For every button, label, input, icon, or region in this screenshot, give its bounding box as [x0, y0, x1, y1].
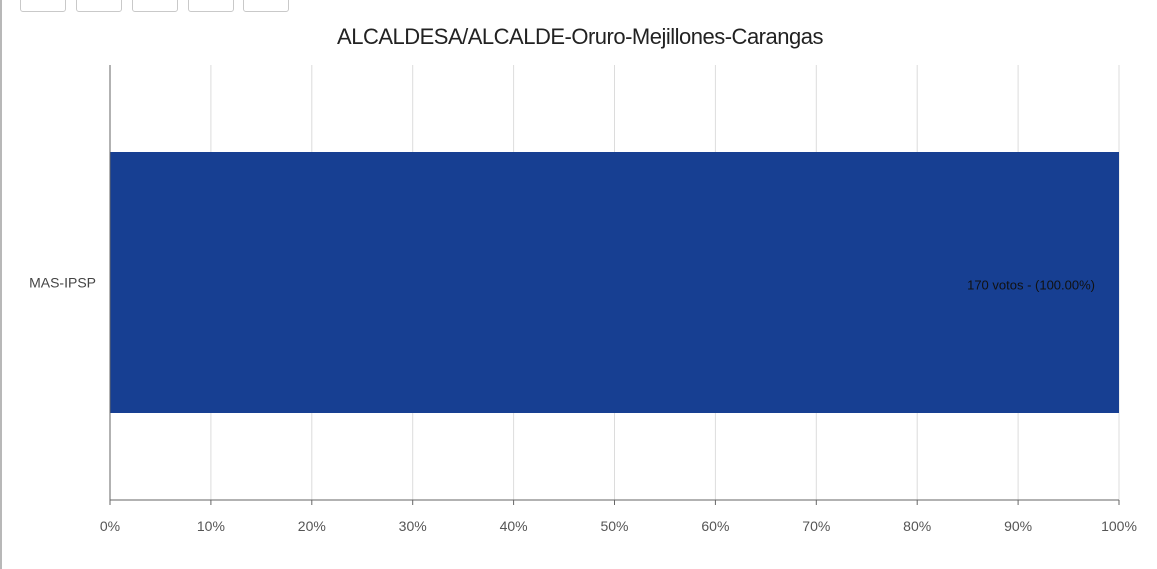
x-tick-label: 100%	[1101, 518, 1137, 534]
x-tick-label: 90%	[1004, 518, 1032, 534]
toolbar-button[interactable]	[243, 0, 289, 12]
x-tick-label: 10%	[197, 518, 225, 534]
x-tick-label: 50%	[600, 518, 628, 534]
chart-title: ALCALDESA/ALCALDE-Oruro-Mejillones-Caran…	[337, 24, 823, 49]
x-tick-label: 80%	[903, 518, 931, 534]
bars	[110, 152, 1119, 413]
toolbar-button[interactable]	[132, 0, 178, 12]
data-label: 170 votos - (100.00%)	[967, 278, 1095, 293]
toolbar-button[interactable]	[76, 0, 122, 12]
labels: 0% 10% 20% 30% 40% 50% 60% 70% 80% 90% 100% MAS-IPS…	[29, 275, 1137, 535]
x-tick-label: 20%	[298, 518, 326, 534]
toolbar-button[interactable]	[188, 0, 234, 12]
bar	[110, 152, 1119, 413]
axes	[109, 65, 1120, 505]
x-tick-label: 70%	[802, 518, 830, 534]
frame-border	[0, 0, 2, 569]
category-label: MAS-IPSP	[29, 275, 96, 291]
x-tick-label: 40%	[500, 518, 528, 534]
x-tick-label: 60%	[701, 518, 729, 534]
x-tick-label: 30%	[399, 518, 427, 534]
toolbar-button[interactable]	[20, 0, 66, 12]
x-tick-label: 0%	[100, 518, 120, 534]
